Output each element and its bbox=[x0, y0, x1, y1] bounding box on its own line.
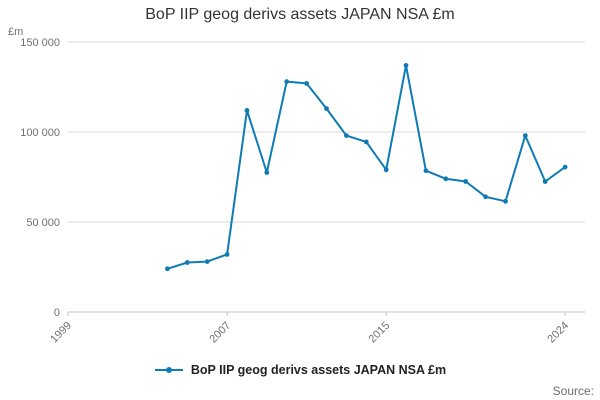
legend-label: BoP IIP geog derivs assets JAPAN NSA £m bbox=[190, 363, 447, 377]
svg-text:1999: 1999 bbox=[48, 320, 74, 346]
legend-line-marker-icon bbox=[154, 367, 183, 373]
svg-text:150 000: 150 000 bbox=[20, 37, 60, 49]
svg-text:50 000: 50 000 bbox=[26, 217, 60, 229]
svg-text:0: 0 bbox=[54, 307, 60, 319]
chart-title: BoP IIP geog derivs assets JAPAN NSA £m bbox=[145, 6, 455, 23]
y-axis-unit-label: £m bbox=[8, 26, 24, 38]
line-chart: 0 50 000 100 000 150 000 1999 2007 2015 2024 bbox=[20, 37, 585, 346]
svg-text:2015: 2015 bbox=[367, 320, 393, 346]
source-label: Source: bbox=[552, 384, 594, 398]
svg-text:100 000: 100 000 bbox=[20, 127, 60, 139]
svg-text:2007: 2007 bbox=[207, 320, 233, 346]
svg-text:2024: 2024 bbox=[545, 320, 571, 346]
legend-item[interactable]: BoP IIP geog derivs assets JAPAN NSA £m bbox=[0, 363, 600, 377]
